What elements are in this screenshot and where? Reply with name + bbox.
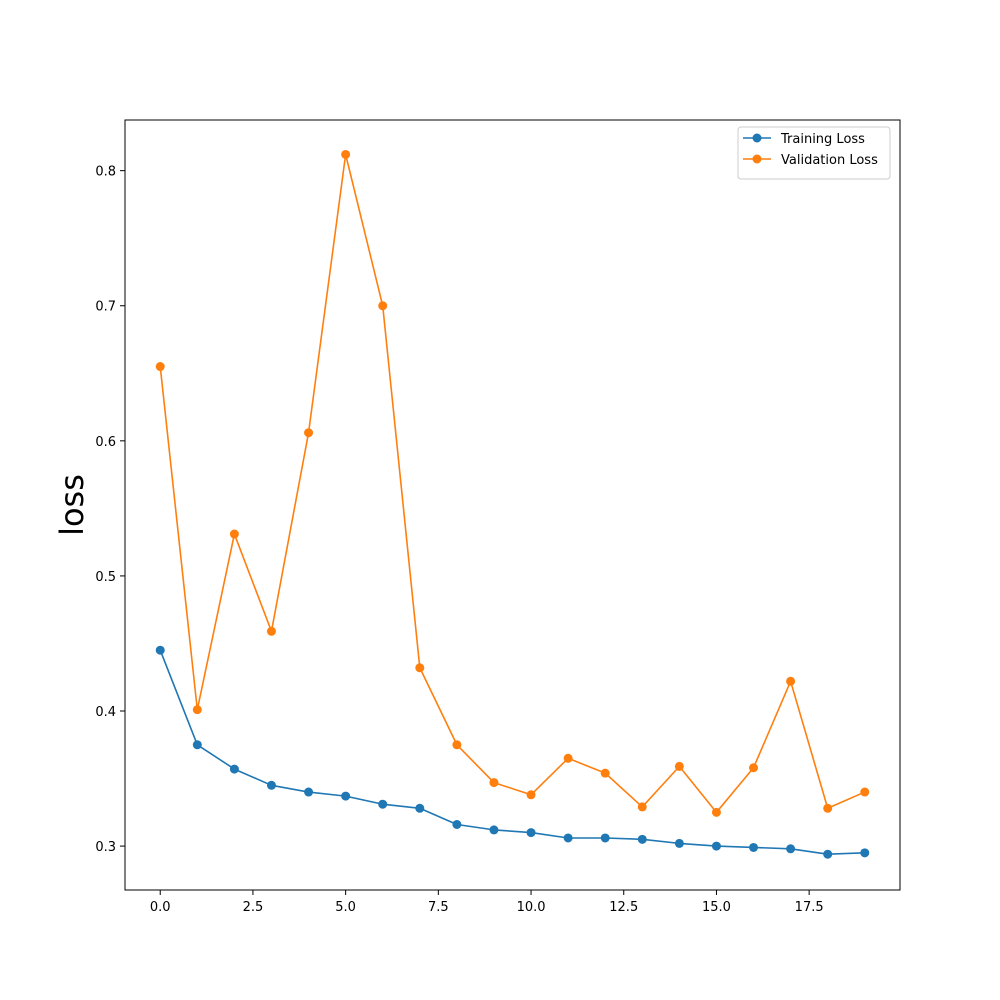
training-loss-point [155,645,165,655]
legend-label: Validation Loss [781,153,878,168]
validation-loss-point [229,529,239,539]
legend-box [737,126,891,180]
validation-loss-point [674,761,684,771]
training-loss-point [600,833,610,843]
training-loss-point [637,834,647,844]
y-tick-label: 0.5 [95,570,116,585]
x-tick-label: 15.0 [702,900,731,915]
validation-loss-point [749,763,759,773]
validation-loss-point [266,626,276,636]
y-tick-label: 0.6 [95,435,116,450]
legend-label: Training Loss [780,132,865,147]
validation-loss-point [526,790,536,800]
y-axis: 0.3 0.4 0.5 0.6 0.7 0.8 [95,165,125,855]
y-tick-label: 0.4 [95,705,116,720]
validation-loss-point [155,362,165,372]
x-tick-label: 7.5 [428,900,449,915]
validation-loss-point [378,301,388,311]
validation-loss-point [304,428,314,438]
validation-loss-point [600,768,610,778]
training-loss-point [452,819,462,829]
validation-loss-point [860,787,870,797]
plot-frame [124,119,901,891]
validation-loss-line [159,153,866,814]
legend: Training Loss Validation Loss [737,126,891,180]
training-loss-point [341,791,351,801]
legend-item: Training Loss [743,132,865,147]
training-loss-point [378,799,388,809]
validation-loss-point [823,803,833,813]
series-training-loss [155,645,870,859]
training-loss-point [192,740,202,750]
training-loss-point [563,833,573,843]
y-tick-label: 0.7 [95,300,116,315]
validation-loss-point [452,740,462,750]
training-loss-point [860,848,870,858]
validation-loss-point [563,753,573,763]
training-loss-point [786,844,796,854]
training-loss-point [749,842,759,852]
training-loss-point [229,764,239,774]
legend-marker [752,154,762,164]
training-loss-point [304,787,314,797]
validation-loss-point [489,778,499,788]
series-validation-loss [155,149,870,817]
validation-loss-point [192,705,202,715]
x-tick-label: 5.0 [335,900,356,915]
training-loss-point [711,841,721,851]
x-tick-label: 17.5 [795,900,824,915]
validation-loss-point [415,663,425,673]
x-tick-label: 10.0 [517,900,546,915]
plot-series [155,149,870,859]
training-loss-point [823,849,833,859]
validation-loss-point [341,149,351,159]
training-loss-line [159,649,865,856]
legend-item: Validation Loss [743,153,878,168]
x-axis: 0.0 2.5 5.0 7.5 10.0 12.5 15.0 17.5 [150,890,824,915]
x-tick-label: 12.5 [609,900,638,915]
y-tick-label: 0.8 [95,165,116,180]
validation-loss-point [637,802,647,812]
x-tick-label: 2.5 [243,900,264,915]
training-loss-point [415,803,425,813]
training-loss-point [674,838,684,848]
legend-marker [752,133,762,143]
y-tick-label: 0.3 [95,840,116,855]
validation-loss-point [786,676,796,686]
training-loss-point [266,780,276,790]
x-tick-label: 0.0 [150,900,171,915]
validation-loss-point [711,807,721,817]
training-loss-point [489,825,499,835]
y-axis-title: loss [53,474,91,536]
training-loss-point [526,828,536,838]
